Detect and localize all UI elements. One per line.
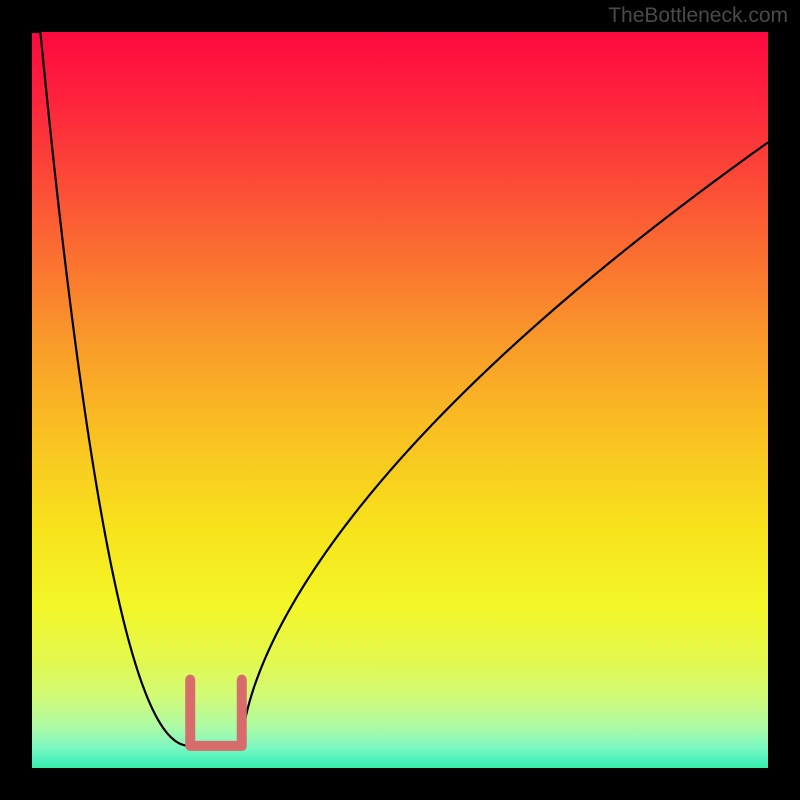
bottleneck-plot bbox=[0, 0, 800, 800]
plot-background-gradient bbox=[32, 32, 768, 768]
watermark-text: TheBottleneck.com bbox=[608, 4, 788, 28]
chart-container: TheBottleneck.com bbox=[0, 0, 800, 800]
